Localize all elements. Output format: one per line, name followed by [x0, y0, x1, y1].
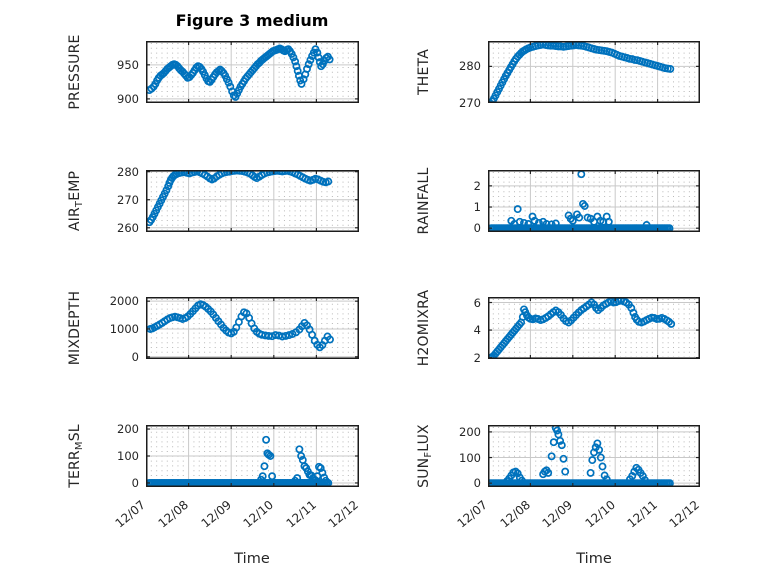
ytick-label-rainfall-0: 0: [473, 221, 481, 236]
data-points-pressure: [146, 44, 334, 101]
x-axis-label-left: Time: [234, 551, 270, 567]
major-grid: [146, 297, 359, 359]
ytick-label-sun-flux-200: 200: [459, 424, 481, 439]
data-points-air-temp: [146, 170, 333, 227]
plot-area-h2omixra: [488, 297, 700, 359]
ylabel-subscript: T: [74, 200, 85, 208]
ytick-label-pressure-900: 900: [117, 91, 139, 106]
ytick-label-mixdepth-2000: 2000: [109, 294, 139, 309]
axes-border: [146, 41, 359, 103]
ytick-label-sun-flux-100: 100: [459, 450, 481, 465]
xtick-label-terr-msl-12/12: 12/12: [326, 497, 362, 531]
ylabel-mixdepth: MIXDEPTH: [67, 291, 83, 366]
ytick-label-mixdepth-0: 0: [131, 349, 139, 364]
ytick-label-sun-flux-0: 0: [473, 476, 481, 491]
ylabel-subscript: M: [74, 441, 85, 451]
data-points-sun-flux: [488, 425, 674, 487]
ylabel-text: PRESSURE: [67, 34, 83, 110]
ylabel-pressure: PRESSURE: [67, 34, 83, 109]
data-points-terr-msl: [146, 435, 333, 487]
axes-border: [488, 297, 700, 359]
data-points-h2omixra: [488, 297, 676, 359]
ytick-label-air-temp-260: 260: [117, 220, 139, 235]
xtick-label-terr-msl-12/10: 12/10: [240, 497, 277, 531]
data-points-rainfall: [488, 170, 674, 232]
xtick-label-terr-msl-12/08: 12/08: [155, 497, 192, 531]
axes-border: [488, 170, 700, 232]
ytick-label-h2omixra-4: 4: [473, 323, 481, 338]
x-axis-label-right: Time: [576, 551, 612, 567]
minor-grid: [492, 427, 696, 485]
axes-border: [146, 425, 359, 487]
ylabel-rainfall: RAINFALL: [416, 168, 432, 235]
ylabel-sun-flux: SUNFLUX: [416, 424, 434, 488]
ylabel-text: AIR: [67, 207, 83, 232]
ylabel-text: EMP: [67, 170, 83, 201]
ylabel-text: SUN: [416, 457, 432, 488]
plot-area-sun-flux: [488, 425, 700, 487]
xtick-label-terr-msl-12/07: 12/07: [113, 497, 149, 531]
ytick-label-h2omixra-6: 6: [473, 295, 481, 310]
ylabel-text: LUX: [416, 424, 432, 452]
ylabel-text: THETA: [416, 49, 432, 95]
ytick-label-air-temp-280: 280: [117, 164, 139, 179]
ylabel-terr-msl: TERRMSL: [67, 424, 85, 488]
ytick-label-theta-280: 280: [459, 59, 481, 74]
ytick-label-mixdepth-1000: 1000: [109, 321, 139, 336]
xtick-label-sun-flux-12/11: 12/11: [624, 497, 661, 531]
ylabel-subscript: F: [423, 451, 434, 458]
data-points-mixdepth: [146, 300, 334, 352]
axes-border: [146, 170, 359, 232]
ytick-label-air-temp-270: 270: [117, 192, 139, 207]
ylabel-theta: THETA: [416, 49, 432, 95]
axes-border: [488, 425, 700, 487]
xtick-label-sun-flux-12/12: 12/12: [667, 497, 703, 531]
ylabel-text: H2OMIXRA: [416, 289, 432, 367]
data-points-theta: [488, 41, 675, 103]
plot-area-pressure: [146, 41, 359, 103]
ytick-label-terr-msl-0: 0: [131, 475, 139, 490]
xtick-label-terr-msl-12/11: 12/11: [283, 497, 319, 531]
ytick-label-terr-msl-200: 200: [117, 422, 139, 437]
plot-area-terr-msl: [146, 425, 359, 487]
ylabel-text: MIXDEPTH: [67, 290, 83, 366]
ytick-label-terr-msl-100: 100: [117, 449, 139, 463]
plot-area-air-temp: [146, 170, 359, 232]
ytick-label-rainfall-2: 2: [473, 178, 481, 193]
minor-grid: [150, 299, 355, 357]
major-grid: [146, 170, 359, 232]
axes-border: [488, 41, 700, 103]
xtick-label-sun-flux-12/08: 12/08: [497, 497, 533, 531]
figure-title: Figure 3 medium: [175, 11, 329, 30]
ytick-label-theta-270: 270: [459, 95, 481, 110]
xtick-label-sun-flux-12/10: 12/10: [582, 497, 618, 531]
ylabel-air-temp: AIRTEMP: [67, 170, 85, 232]
ylabel-text: RAINFALL: [416, 167, 432, 235]
ytick-label-rainfall-1: 1: [473, 200, 481, 215]
plot-area-rainfall: [488, 170, 700, 232]
xtick-label-terr-msl-12/09: 12/09: [198, 497, 234, 531]
plot-area-theta: [488, 41, 700, 103]
xtick-label-sun-flux-12/09: 12/09: [539, 497, 576, 531]
minor-grid: [492, 43, 696, 101]
axes-border: [146, 297, 359, 359]
ytick-label-pressure-950: 950: [117, 57, 139, 72]
plot-area-mixdepth: [146, 297, 359, 359]
xtick-label-sun-flux-12/07: 12/07: [455, 497, 491, 531]
ytick-label-h2omixra-2: 2: [473, 350, 481, 365]
ylabel-text: SL: [67, 424, 83, 442]
ylabel-h2omixra: H2OMIXRA: [416, 290, 432, 367]
ylabel-text: TERR: [67, 450, 83, 488]
